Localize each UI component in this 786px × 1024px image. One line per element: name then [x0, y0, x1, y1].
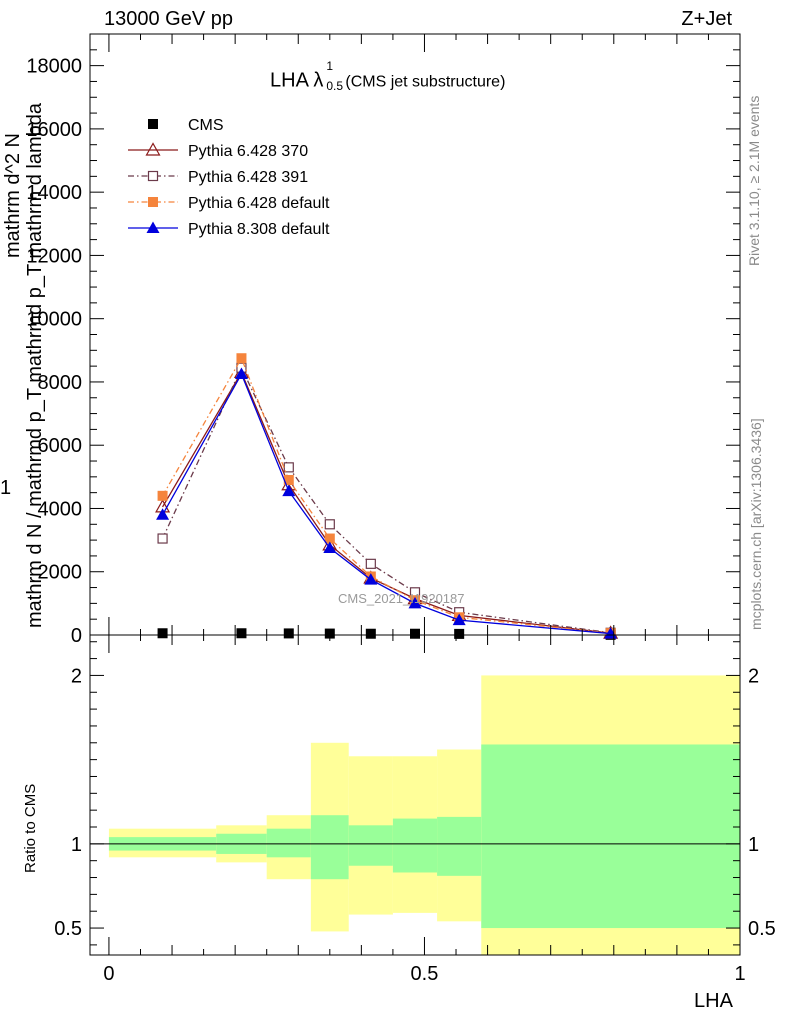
header-right: Z+Jet [681, 8, 732, 30]
ratio-ytick-label-right: 0.5 [748, 918, 776, 940]
data-point-series-4 [282, 484, 296, 497]
chart-title-sup: 1 [326, 59, 334, 73]
chart-title-suffix: (CMS jet substructure) [345, 73, 506, 91]
main-ylabel-numerator: 1 [0, 477, 12, 499]
axis-ticks [90, 33, 741, 955]
main-ytick-label: 2000 [38, 562, 83, 584]
data-point-series-0 [283, 628, 294, 639]
main-series [155, 353, 619, 640]
legend-label-3: Pythia 6.428 default [188, 195, 330, 212]
data-point-series-4 [364, 573, 378, 585]
main-ylabel-denominator: mathrm d N / mathrmd p_T mathrmd p_T mat… [24, 103, 46, 628]
ratio-bands [108, 675, 740, 955]
legend-marker-2 [147, 170, 159, 182]
legend-marker-1 [145, 142, 161, 156]
legend-marker-0 [148, 119, 158, 129]
series-line-1 [162, 371, 611, 634]
data-point-series-4 [156, 508, 170, 520]
data-point-series-0 [365, 628, 376, 639]
legend: CMS Pythia 6.428 370 Pythia 6.428 391 Pythi… [128, 117, 330, 238]
ratio-green-band [310, 815, 349, 880]
data-point-series-3 [236, 353, 247, 364]
side-label-mcplots: mcplots.cern.ch [arXiv:1306.3436] [748, 418, 764, 630]
main-ytick-label: 12000 [26, 245, 82, 267]
data-point-series-3 [157, 490, 168, 501]
data-point-series-3 [283, 475, 294, 486]
side-label-rivet: Rivet 3.1.10, ≥ 2.1M events [746, 95, 762, 266]
legend-label-2: Pythia 6.428 391 [188, 169, 308, 186]
chart-title-indices: 1 0.5 [323, 60, 345, 94]
data-point-series-4 [323, 541, 337, 554]
main-ytick-label: 6000 [38, 435, 83, 457]
data-point-series-4 [452, 613, 466, 626]
ratio-ylabel: Ratio to CMS [22, 783, 39, 873]
ratio-green-band [266, 828, 311, 858]
ratio-green-band [437, 816, 482, 876]
ratio-ytick-label-left: 2 [71, 665, 82, 687]
series-line-4 [162, 372, 611, 635]
main-ytick-label: 0 [71, 625, 82, 647]
series-line-3 [162, 356, 611, 634]
data-point-series-0 [454, 628, 465, 639]
data-point-series-4 [408, 596, 422, 609]
ratio-green-band [392, 818, 438, 873]
chart-title-main: LHA λ [270, 69, 324, 92]
ratio-frame [89, 634, 741, 956]
data-point-series-2 [157, 533, 168, 544]
data-point-series-2 [324, 519, 335, 530]
main-ytick-label: 18000 [26, 56, 82, 78]
main-ytick-label: 10000 [26, 309, 82, 331]
main-ytick-label: 8000 [38, 372, 83, 394]
legend-label-0: CMS [188, 117, 224, 134]
ratio-xtick-label: 0.5 [411, 963, 439, 985]
ratio-ytick-label-left: 1 [71, 834, 82, 856]
series-line-2 [161, 366, 611, 634]
ratio-ytick-label-right: 1 [748, 834, 759, 856]
axis-tick-labels: 0 2000 4000 6000 8000 10000 12000 14000 16000 180… [26, 56, 775, 985]
legend-label-4: Pythia 8.308 default [188, 221, 330, 238]
data-point-series-0 [157, 628, 168, 639]
main-ytick-label: 16000 [26, 119, 82, 141]
ratio-xtick-label: 1 [734, 963, 745, 985]
data-point-series-3 [324, 533, 335, 544]
legend-marker-4 [146, 221, 160, 233]
main-ylabel-top: mathrm d^2 N [2, 133, 24, 258]
ratio-green-band [348, 825, 393, 866]
main-ytick-label: 4000 [38, 498, 83, 520]
header-left: 13000 GeV pp [104, 8, 233, 30]
ratio-ytick-label-left: 0.5 [54, 918, 82, 940]
chart-title: LHA λ 1 0.5 (CMS jet substructure) [270, 60, 506, 96]
legend-label-1: Pythia 6.428 370 [188, 143, 308, 160]
data-point-series-0 [236, 628, 247, 639]
ratio-ytick-label-right: 2 [748, 665, 759, 687]
ratio-xtick-label: 0 [103, 963, 114, 985]
legend-marker-3 [148, 197, 158, 207]
ratio-green-band [481, 744, 740, 929]
data-point-series-2 [365, 558, 376, 569]
chart-title-sub: 0.5 [326, 79, 344, 93]
data-point-series-4 [234, 367, 248, 380]
ratio-xlabel: LHA [694, 990, 733, 1012]
watermark: CMS_2021_I1920187 [338, 591, 465, 606]
main-ytick-label: 14000 [26, 182, 82, 204]
data-point-series-0 [410, 628, 420, 639]
